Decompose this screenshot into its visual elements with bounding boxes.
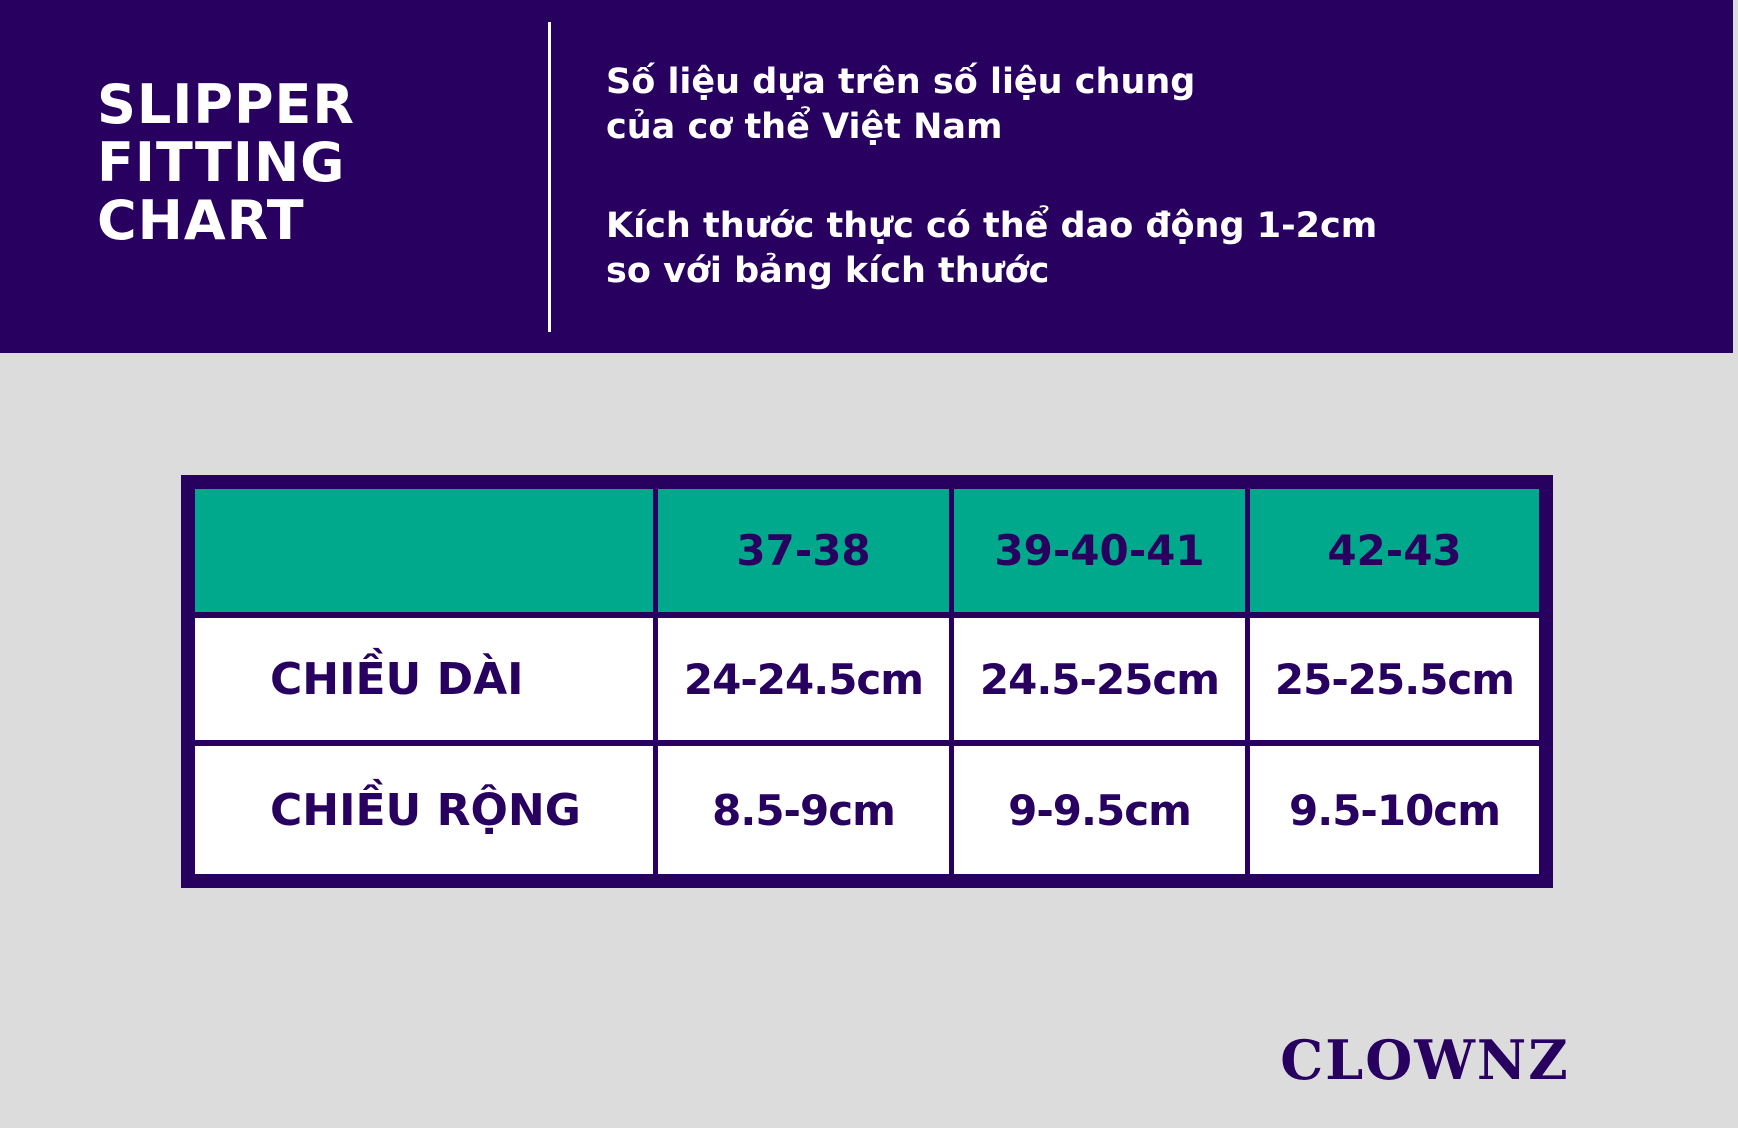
title-line: SLIPPER bbox=[97, 73, 356, 136]
title-line: CHART bbox=[97, 189, 305, 252]
table-cell: 9-9.5cm bbox=[954, 746, 1245, 874]
note-line: của cơ thể Việt Nam bbox=[606, 107, 1003, 147]
table-corner-cell bbox=[195, 489, 653, 612]
table-cell: 24.5-25cm bbox=[954, 618, 1245, 740]
note-line: Số liệu dựa trên số liệu chung bbox=[606, 62, 1196, 102]
size-header-37-38: 37-38 bbox=[658, 489, 949, 612]
header-divider bbox=[548, 22, 551, 332]
row-label-width: CHIỀU RỘNG bbox=[195, 746, 653, 874]
note-line: Kích thước thực có thể dao động 1-2cm bbox=[606, 206, 1378, 246]
chart-title: SLIPPER FITTING CHART bbox=[97, 76, 355, 250]
row-label-length: CHIỀU DÀI bbox=[195, 618, 653, 740]
notes-block: Số liệu dựa trên số liệu chung của cơ th… bbox=[606, 60, 1377, 294]
header-banner: SLIPPER FITTING CHART Số liệu dựa trên s… bbox=[0, 0, 1733, 353]
size-header-39-40-41: 39-40-41 bbox=[954, 489, 1245, 612]
note-size-variance: Kích thước thực có thể dao động 1-2cm so… bbox=[606, 204, 1377, 294]
size-table: 37-38 39-40-41 42-43 CHIỀU DÀI 24-24.5cm… bbox=[181, 475, 1553, 888]
note-line: so với bảng kích thước bbox=[606, 251, 1050, 291]
table-cell: 25-25.5cm bbox=[1250, 618, 1539, 740]
note-data-source: Số liệu dựa trên số liệu chung của cơ th… bbox=[606, 60, 1377, 150]
brand-logo: CLOWNZ bbox=[1280, 1028, 1570, 1092]
table-cell: 8.5-9cm bbox=[658, 746, 949, 874]
size-header-42-43: 42-43 bbox=[1250, 489, 1539, 612]
table-cell: 9.5-10cm bbox=[1250, 746, 1539, 874]
table-cell: 24-24.5cm bbox=[658, 618, 949, 740]
title-line: FITTING bbox=[97, 131, 346, 194]
